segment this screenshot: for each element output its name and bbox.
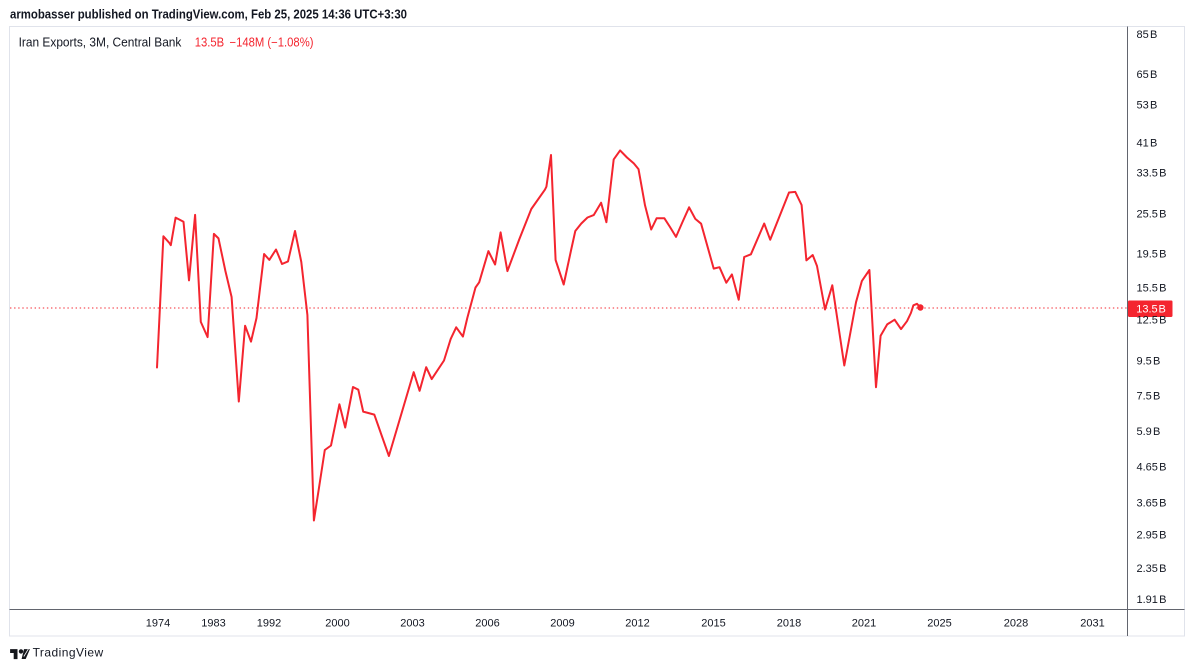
svg-text:3.65B: 3.65B <box>1137 498 1167 510</box>
svg-text:4.65B: 4.65B <box>1137 462 1167 474</box>
svg-text:2015: 2015 <box>701 617 725 629</box>
svg-text:2.35B: 2.35B <box>1137 563 1167 575</box>
svg-text:12.5B: 12.5B <box>1137 315 1167 327</box>
svg-text:2025: 2025 <box>927 617 951 629</box>
svg-text:65B: 65B <box>1137 69 1158 81</box>
svg-text:7.5B: 7.5B <box>1137 391 1161 403</box>
svg-text:13.5B: 13.5B <box>1136 303 1166 315</box>
svg-text:1.91B: 1.91B <box>1137 594 1167 606</box>
svg-text:2012: 2012 <box>625 617 649 629</box>
svg-text:2000: 2000 <box>325 617 349 629</box>
svg-text:2021: 2021 <box>852 617 876 629</box>
svg-text:2.95B: 2.95B <box>1137 529 1167 541</box>
svg-text:2003: 2003 <box>400 617 424 629</box>
svg-text:1974: 1974 <box>146 617 170 629</box>
svg-text:TradingView: TradingView <box>33 646 104 660</box>
svg-text:19.5B: 19.5B <box>1137 248 1167 260</box>
svg-text:2006: 2006 <box>475 617 499 629</box>
svg-text:25.5B: 25.5B <box>1137 208 1167 220</box>
svg-text:33.5B: 33.5B <box>1137 168 1167 180</box>
svg-text:1992: 1992 <box>257 617 281 629</box>
svg-text:1983: 1983 <box>201 617 225 629</box>
svg-text:13.5B −148M (−1.08%): 13.5B −148M (−1.08%) <box>195 36 314 50</box>
svg-text:armobasser published on Tradin: armobasser published on TradingView.com,… <box>10 7 407 22</box>
svg-text:5.9B: 5.9B <box>1137 426 1161 438</box>
svg-text:85B: 85B <box>1137 29 1158 41</box>
svg-text:53B: 53B <box>1137 99 1158 111</box>
svg-text:15.5B: 15.5B <box>1137 282 1167 294</box>
svg-text:2028: 2028 <box>1004 617 1028 629</box>
svg-text:9.5B: 9.5B <box>1137 355 1161 367</box>
svg-text:2018: 2018 <box>777 617 801 629</box>
svg-text:41B: 41B <box>1137 138 1158 150</box>
svg-text:2009: 2009 <box>550 617 574 629</box>
svg-text:Iran Exports, 3M, Central Bank: Iran Exports, 3M, Central Bank <box>19 35 182 50</box>
svg-text:2031: 2031 <box>1080 617 1104 629</box>
